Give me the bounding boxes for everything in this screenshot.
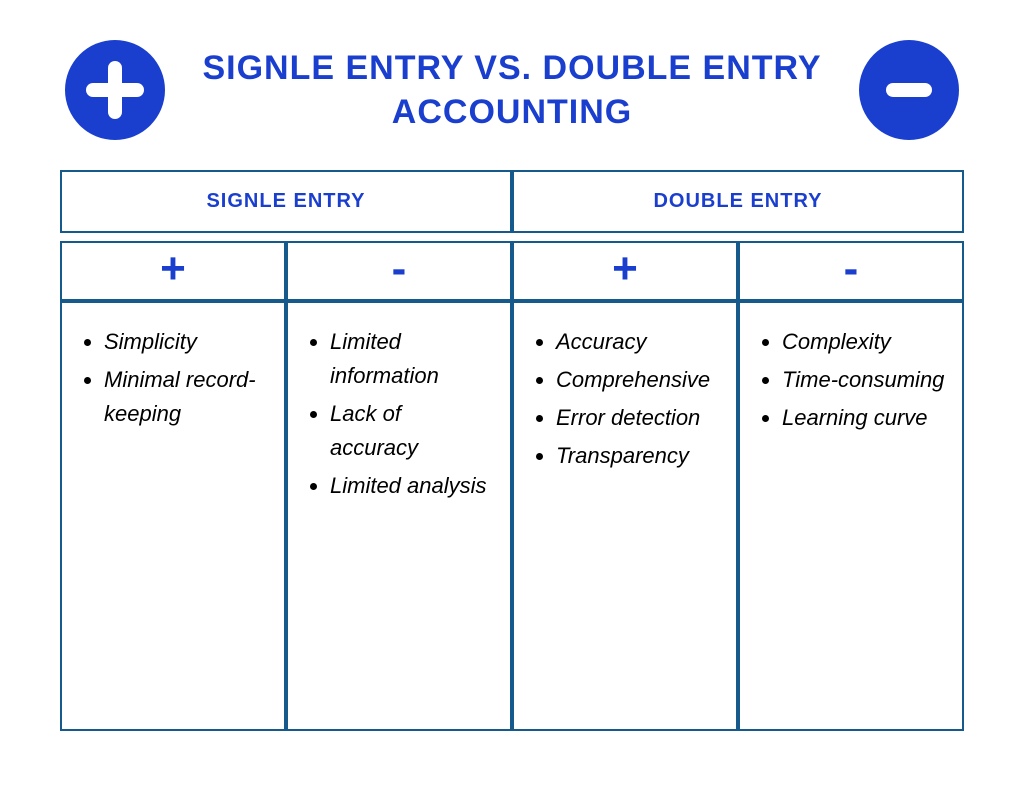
list-item: Comprehen­sive bbox=[556, 363, 720, 397]
double-pros-cell: Accuracy Comprehen­sive Error detec­tion Tr… bbox=[512, 301, 738, 731]
list-item: Simplicity bbox=[104, 325, 268, 359]
single-cons-sign: - bbox=[286, 241, 512, 301]
double-cons-sign: - bbox=[738, 241, 964, 301]
list-item: Complexity bbox=[782, 325, 946, 359]
single-cons-cell: Limited informationLack of accuracy Limit… bbox=[286, 301, 512, 731]
header: SIGNLE ENTRY VS. DOUBLE ENTRY ACCOUNTING bbox=[0, 0, 1024, 170]
list-item: Minimal record-keeping bbox=[104, 363, 268, 431]
header-row: SIGNLE ENTRY DOUBLE ENTRY bbox=[60, 170, 964, 233]
list-item: Lack of accuracy bbox=[330, 397, 494, 465]
plus-icon bbox=[65, 40, 165, 140]
list-item: Limited analysis bbox=[330, 469, 494, 503]
content-row: Simplicity Minimal record-keeping Limited… bbox=[60, 301, 964, 731]
double-entry-header: DOUBLE ENTRY bbox=[512, 170, 964, 233]
double-pros-sign: + bbox=[512, 241, 738, 301]
list-item: Accuracy bbox=[556, 325, 720, 359]
list-item: Transparency bbox=[556, 439, 720, 473]
single-entry-header: SIGNLE ENTRY bbox=[60, 170, 512, 233]
sign-row: + - + - bbox=[60, 241, 964, 301]
list-item: Error detec­tion bbox=[556, 401, 720, 435]
double-cons-cell: Complexity Time-consuming Learning curve bbox=[738, 301, 964, 731]
list-item: Limited information bbox=[330, 325, 494, 393]
page-title: SIGNLE ENTRY VS. DOUBLE ENTRY ACCOUNTING bbox=[165, 46, 859, 134]
list-item: Time-consuming bbox=[782, 363, 946, 397]
comparison-table: SIGNLE ENTRY DOUBLE ENTRY + - + - Simpli… bbox=[60, 170, 964, 731]
single-pros-cell: Simplicity Minimal record-keeping bbox=[60, 301, 286, 731]
list-item: Learning curve bbox=[782, 401, 946, 435]
minus-icon bbox=[859, 40, 959, 140]
single-pros-sign: + bbox=[60, 241, 286, 301]
